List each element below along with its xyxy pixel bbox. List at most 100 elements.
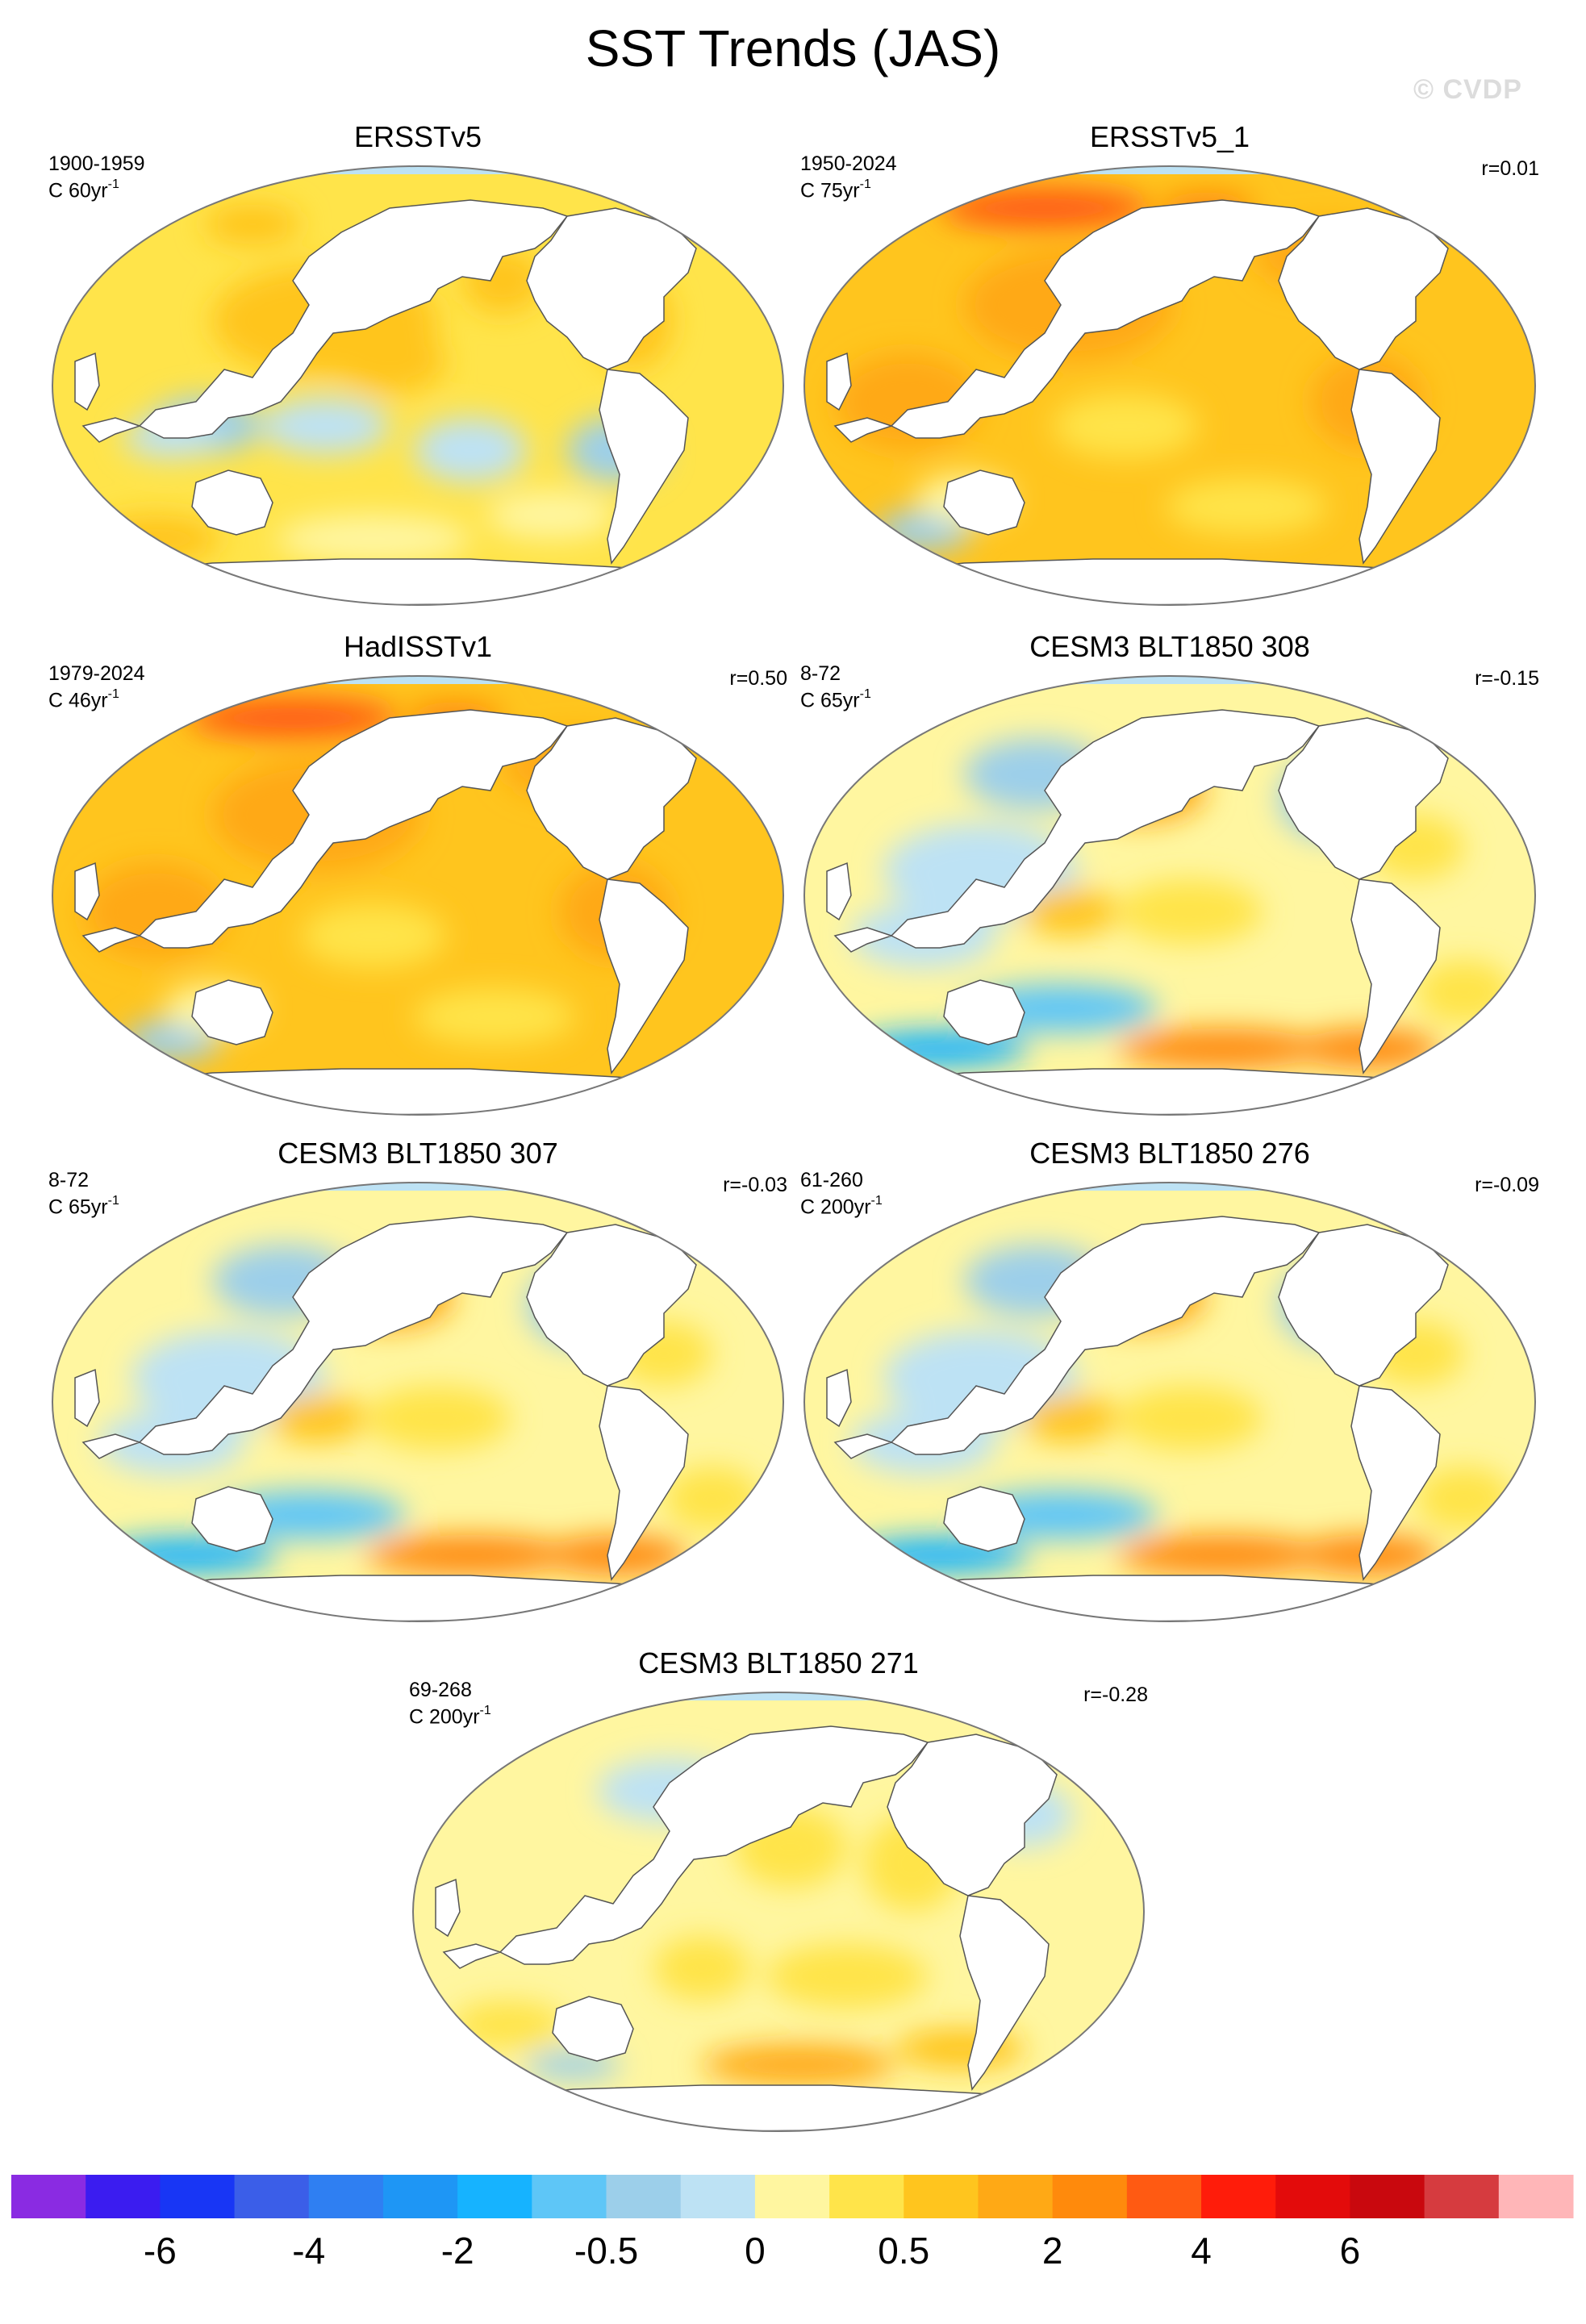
panel-correlation: r=0.01	[1481, 157, 1539, 180]
map-outline	[52, 1182, 784, 1622]
world-map	[52, 1182, 784, 1622]
world-map	[803, 1182, 1536, 1622]
land-antarctica	[849, 1068, 1489, 1115]
colorbar-tick-label: 2	[1041, 2230, 1063, 2272]
land-australia	[943, 469, 1025, 536]
sst-anomaly-region	[1117, 1386, 1263, 1450]
land-northAmerica	[526, 1224, 697, 1387]
map-panel: HadISSTv1 1979-2024 C 46yr-1 r=0.50	[47, 629, 789, 1116]
panel-period: 61-260	[800, 1169, 863, 1191]
sst-anomaly-region	[1020, 1394, 1117, 1442]
panel-units-text: C 75yr	[800, 179, 860, 202]
panel-units: C 75yr-1	[800, 174, 871, 202]
colorbar-swatch	[1350, 2175, 1425, 2218]
land-antarctica	[849, 558, 1489, 605]
land-southAmerica	[599, 878, 689, 1074]
colorbar-tick-label: 4	[1191, 2230, 1212, 2272]
map-outline	[803, 675, 1536, 1116]
land-eurasiaW	[81, 199, 569, 443]
land-southAmerica	[599, 369, 689, 565]
land-antarctica	[457, 2084, 1098, 2131]
map-outline	[52, 165, 784, 606]
panel-period: 8-72	[800, 662, 841, 685]
panel-correlation: r=-0.09	[1475, 1174, 1539, 1196]
colorbar-swatch	[457, 2175, 532, 2218]
panel-title: CESM3 BLT1850 276	[1029, 1137, 1310, 1170]
colorbar-swatch	[606, 2175, 682, 2218]
panel-units-text: C 60yr	[48, 179, 108, 202]
sst-anomaly-region	[365, 1535, 575, 1575]
land-greenland	[1431, 701, 1485, 751]
colorbar-swatch	[829, 2175, 904, 2218]
panel-units-exponent: -1	[870, 1194, 883, 1208]
land-eurasiaW	[833, 709, 1321, 953]
sst-anomaly-region	[261, 398, 390, 454]
colorbar-swatch	[1498, 2175, 1574, 2218]
panel-units-text: C 65yr	[800, 689, 860, 712]
figure-title: SST Trends (JAS)	[585, 19, 1001, 77]
panel-units: C 65yr-1	[48, 1191, 119, 1219]
land-eurasiaW	[81, 1216, 569, 1459]
colorbar-swatch	[382, 2175, 458, 2218]
land-greenland	[679, 701, 733, 751]
colorbar-swatch	[234, 2175, 310, 2218]
panel-period: 8-72	[48, 1169, 90, 1191]
land-greenland	[679, 1208, 733, 1258]
panel-correlation: r=-0.15	[1475, 667, 1539, 690]
panel-units-text: C 200yr	[800, 1195, 871, 1219]
panel-title: CESM3 BLT1850 271	[638, 1646, 919, 1679]
sst-anomaly-region	[940, 188, 1150, 228]
panel-units: C 60yr-1	[48, 174, 119, 202]
panel-units: C 46yr-1	[48, 684, 119, 712]
map-outline	[803, 1182, 1536, 1622]
land-southAmerica	[599, 1385, 689, 1581]
panel-correlation: r=0.50	[729, 667, 787, 690]
land-antarctica	[849, 1575, 1489, 1621]
sst-anomaly-region	[1166, 478, 1327, 535]
colorbar-swatch	[308, 2175, 384, 2218]
land-australia	[191, 469, 273, 536]
sst-anomaly-region	[277, 515, 470, 563]
sst-anomaly-region	[1117, 879, 1263, 944]
panel-units: C 65yr-1	[800, 684, 871, 712]
colorbar-swatch	[86, 2175, 161, 2218]
sst-anomaly-region	[1117, 1028, 1327, 1069]
colorbar	[11, 2175, 1576, 2224]
map-outline	[803, 165, 1536, 606]
panel-title: HadISSTv1	[343, 630, 493, 663]
colorbar-swatch	[680, 2175, 756, 2218]
sst-anomaly-region	[486, 490, 616, 539]
panel-title: ERSSTv5	[353, 120, 482, 153]
sst-anomaly-region	[301, 903, 446, 968]
colorbar-swatches	[11, 2175, 1574, 2218]
panel-units-exponent: -1	[107, 1194, 119, 1208]
colorbar-swatch	[904, 2175, 979, 2218]
land-australia	[943, 1486, 1025, 1552]
land-antarctica	[97, 1068, 737, 1115]
sst-anomaly-region	[1053, 394, 1198, 458]
land-africa	[74, 862, 100, 921]
map-panel: ERSSTv5_1 1950-2024 C 75yr-1 r=0.01	[799, 119, 1541, 606]
colorbar-swatch	[11, 2175, 86, 2218]
land-antarctica	[97, 558, 737, 605]
land-africa	[826, 1368, 852, 1428]
land-africa	[74, 1368, 100, 1428]
land-australia	[191, 1486, 273, 1552]
land-australia	[552, 1996, 634, 2062]
land-southAmerica	[1350, 1385, 1441, 1581]
colorbar-tick-label: -4	[292, 2230, 326, 2272]
panel-correlation: r=-0.28	[1083, 1684, 1148, 1706]
colorbar-tick-label: -2	[440, 2230, 474, 2272]
land-greenland	[1431, 1208, 1485, 1258]
panel-correlation: r=-0.03	[723, 1174, 787, 1196]
panel-units-exponent: -1	[479, 1704, 491, 1717]
sst-anomaly-region	[702, 2045, 895, 2085]
world-map	[803, 165, 1536, 606]
land-northAmerica	[1278, 717, 1449, 880]
colorbar-swatch	[532, 2175, 607, 2218]
land-africa	[74, 352, 100, 411]
panel-units-exponent: -1	[107, 177, 119, 191]
land-africa	[826, 862, 852, 921]
panel-units: C 200yr-1	[800, 1191, 883, 1219]
world-map	[52, 675, 784, 1116]
